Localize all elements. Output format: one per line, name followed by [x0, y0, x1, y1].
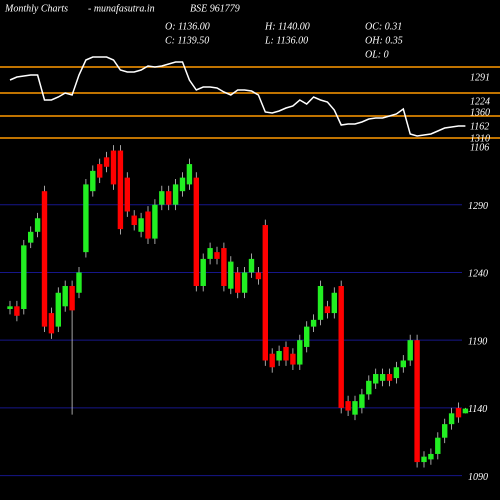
candle-body — [7, 306, 13, 310]
grid-layer: 1290 1240 1190 1140 1090 — [0, 201, 488, 483]
header: Monthly Charts - munafasutra.in BSE 9617… — [4, 3, 403, 60]
stat: OC: 0.31 — [365, 21, 402, 32]
candle-body — [28, 231, 34, 243]
candle-body — [407, 340, 413, 361]
candle-body — [172, 184, 179, 205]
candle-body — [117, 150, 124, 230]
level-label: 1224 — [470, 96, 490, 107]
candle-body — [352, 401, 358, 415]
stat: OH: 0.35 — [365, 35, 403, 46]
candle-body — [235, 272, 241, 293]
indicator-line — [9, 56, 466, 137]
candle-body — [428, 453, 434, 460]
candle-body — [297, 340, 303, 365]
candle-body — [317, 285, 324, 320]
candle-body — [276, 351, 282, 361]
stat: H: 1140.00 — [264, 21, 310, 32]
candle-body — [62, 285, 68, 307]
candle-body — [331, 292, 337, 314]
level-label: 1291 — [470, 72, 490, 83]
candle-body — [455, 407, 462, 418]
candle-body — [324, 306, 331, 314]
candle-body — [421, 456, 427, 463]
candle-body — [379, 374, 386, 381]
candle-layer — [7, 145, 469, 468]
candle-body — [338, 285, 344, 408]
candle-body — [241, 272, 248, 293]
stat: L: 1136.00 — [264, 35, 308, 46]
level-label: 1106 — [470, 142, 489, 153]
candle-body — [124, 177, 130, 212]
candle-body — [366, 380, 372, 395]
candle-body — [179, 177, 186, 192]
candle-body — [83, 184, 89, 253]
candle-body — [200, 258, 206, 286]
candle-body — [103, 157, 110, 167]
candle-body — [69, 285, 75, 311]
candle-body — [207, 248, 213, 259]
header-site: - munafasutra.in — [88, 3, 155, 14]
candle-body — [34, 218, 41, 232]
y-tick-label: 1140 — [468, 404, 487, 415]
level-label: 1360 — [470, 107, 490, 118]
y-tick-label: 1240 — [468, 269, 488, 280]
level-label: 1310 — [470, 133, 490, 144]
candle-body — [90, 170, 96, 192]
candle-body — [435, 437, 441, 454]
candle-body — [186, 164, 193, 185]
candle-body — [193, 177, 199, 286]
candle-body — [41, 191, 48, 327]
candle-body — [262, 225, 268, 361]
candle-body — [400, 360, 406, 368]
candle-body — [214, 252, 220, 259]
candle-body — [448, 413, 455, 425]
stat: O: 1136.00 — [165, 21, 210, 32]
candle-body — [310, 319, 317, 327]
level-label: 1162 — [470, 121, 489, 132]
candle-body — [145, 211, 151, 239]
candle-body — [110, 150, 117, 185]
y-tick-label: 1090 — [468, 472, 488, 483]
candle-body — [97, 164, 103, 178]
candle-body — [359, 394, 365, 408]
candle-body — [228, 261, 234, 289]
stat: C: 1139.50 — [165, 35, 209, 46]
y-tick-label: 1290 — [468, 201, 488, 212]
candle-body — [14, 306, 20, 316]
candle-body — [166, 191, 172, 205]
y-tick-label: 1190 — [468, 336, 487, 347]
candle-body — [414, 340, 420, 463]
candle-body — [283, 346, 289, 361]
candle-body — [248, 258, 255, 273]
candle-body — [221, 248, 227, 286]
candle-body — [290, 353, 296, 365]
candle-body — [255, 272, 262, 280]
candle-body — [138, 218, 144, 232]
header-title: Monthly Charts — [4, 3, 68, 14]
candle-body — [159, 191, 165, 205]
candle-body — [21, 245, 27, 310]
candle-body — [48, 313, 55, 334]
candle-body — [386, 374, 393, 381]
candle-body — [373, 374, 379, 384]
header-symbol: BSE 961779 — [190, 3, 240, 14]
candle-body — [442, 424, 448, 438]
candle-body — [393, 367, 400, 379]
candle-body — [152, 204, 158, 239]
candle-body — [55, 292, 61, 327]
stat: OL: 0 — [365, 49, 389, 60]
candle-body — [304, 326, 310, 347]
candle-body — [269, 353, 275, 368]
candle-body — [345, 401, 351, 411]
candle-body — [131, 215, 137, 226]
candle-body — [76, 272, 82, 293]
candle-body — [462, 408, 469, 414]
